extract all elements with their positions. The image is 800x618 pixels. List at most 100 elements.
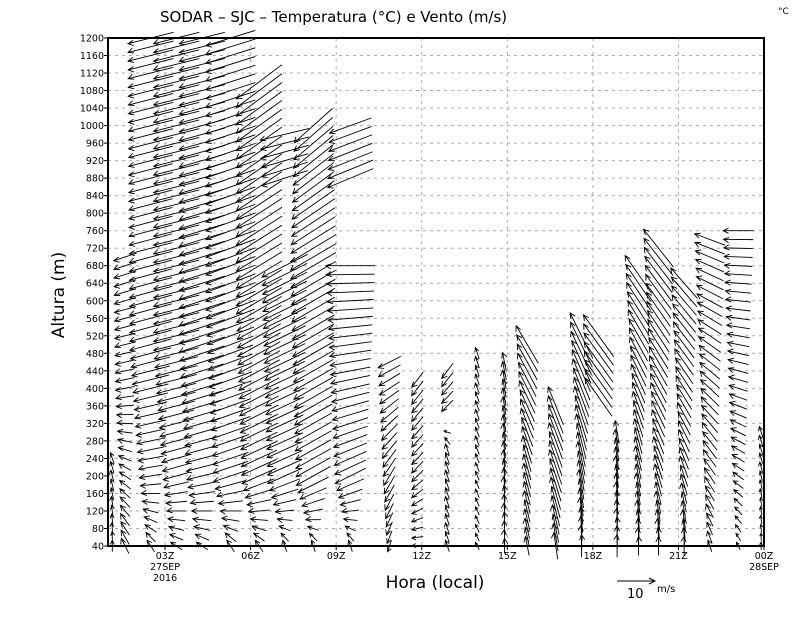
wind-vector (732, 471, 744, 481)
wind-vector (157, 400, 195, 412)
wind-vector (262, 325, 306, 348)
wind-vector (383, 466, 396, 487)
wind-vector (247, 507, 270, 514)
wind-vector (334, 467, 366, 485)
wind-vector (382, 457, 397, 478)
wind-vector (723, 270, 752, 277)
wind-vector (649, 363, 668, 395)
wind-vectors (108, 29, 764, 560)
wind-vector (205, 90, 256, 108)
wind-vector (204, 256, 256, 276)
wind-vector (109, 451, 115, 465)
wind-vector (152, 303, 200, 317)
wind-vector (292, 126, 334, 161)
wind-vector (704, 476, 716, 493)
wind-vector (235, 305, 282, 332)
wind-vector (410, 452, 424, 466)
wind-vector (237, 350, 281, 374)
wind-vector (207, 344, 254, 364)
wind-vector (546, 394, 564, 434)
wind-vector (650, 372, 667, 404)
wind-vector (214, 479, 247, 492)
wind-vector (673, 330, 695, 359)
wind-vector (337, 488, 363, 499)
wind-vector (327, 134, 373, 152)
wind-vector (260, 153, 309, 169)
wind-vector (240, 449, 278, 468)
y-tick-label: 680 (86, 261, 104, 272)
wind-vector (547, 412, 564, 451)
wind-vector (327, 324, 373, 332)
wind-vector (128, 312, 172, 326)
wind-vector (632, 408, 644, 438)
wind-vector (699, 379, 720, 398)
y-tick-label: 1040 (80, 104, 104, 115)
wind-vector (178, 275, 226, 293)
wind-vector (235, 135, 283, 169)
wind-vector (759, 496, 764, 507)
wind-vector (331, 417, 369, 432)
wind-vector (697, 336, 722, 353)
wind-vector (127, 145, 173, 159)
wind-vector (235, 144, 283, 177)
wind-vector (672, 312, 696, 342)
wind-vector (292, 368, 334, 392)
wind-vector (178, 223, 226, 240)
wind-vector (324, 263, 376, 270)
wind-vector (178, 84, 226, 99)
wind-vector (152, 198, 200, 212)
wind-vector (211, 442, 250, 458)
wind-vector (289, 252, 337, 280)
x-tick-label: 21Z (669, 551, 688, 562)
wind-vector (648, 354, 668, 387)
wind-vector (294, 448, 332, 470)
wind-vector (165, 507, 186, 514)
wind-vector (613, 445, 620, 470)
wind-vector (700, 396, 719, 416)
wind-vector (205, 64, 256, 82)
wind-vector (208, 362, 253, 380)
wind-vector (628, 318, 649, 353)
wind-vector (235, 117, 283, 152)
wind-vector (521, 416, 534, 447)
wind-vector (189, 499, 214, 506)
wind-vector (410, 479, 424, 491)
wind-vector (294, 421, 332, 444)
wind-vector (331, 408, 369, 422)
wind-vector (291, 305, 335, 332)
wind-vector (205, 195, 256, 214)
wind-vector (128, 215, 173, 230)
wind-vector (571, 339, 592, 384)
wind-vector (181, 399, 222, 414)
wind-vector (118, 463, 132, 471)
wind-vector (474, 435, 480, 446)
wind-vector (162, 471, 190, 482)
wind-vector (703, 448, 717, 468)
wind-vector (120, 512, 130, 527)
wind-vector (758, 425, 764, 438)
wind-vector (633, 399, 644, 429)
wind-vector (210, 425, 250, 441)
wind-vector (178, 49, 226, 63)
wind-vector (679, 482, 688, 504)
wind-vector (260, 161, 309, 178)
wind-vector (181, 390, 223, 404)
wind-vector (292, 350, 334, 375)
wind-vector (331, 400, 369, 412)
wind-vector (155, 373, 197, 386)
wind-vector (109, 460, 115, 474)
wind-vector (135, 428, 166, 438)
wind-vector (379, 389, 400, 405)
wind-vector (411, 443, 424, 457)
wind-vector (206, 317, 255, 338)
wind-vector (142, 508, 159, 514)
wind-vector (266, 441, 303, 459)
wind-vector (758, 443, 764, 456)
reference-vector: 10 m/s (617, 577, 675, 602)
wind-vector (380, 423, 398, 441)
wind-vector (377, 364, 401, 378)
wind-vector (330, 391, 370, 405)
wind-vector (164, 500, 187, 507)
wind-vector (152, 101, 200, 117)
wind-vector (205, 169, 256, 188)
